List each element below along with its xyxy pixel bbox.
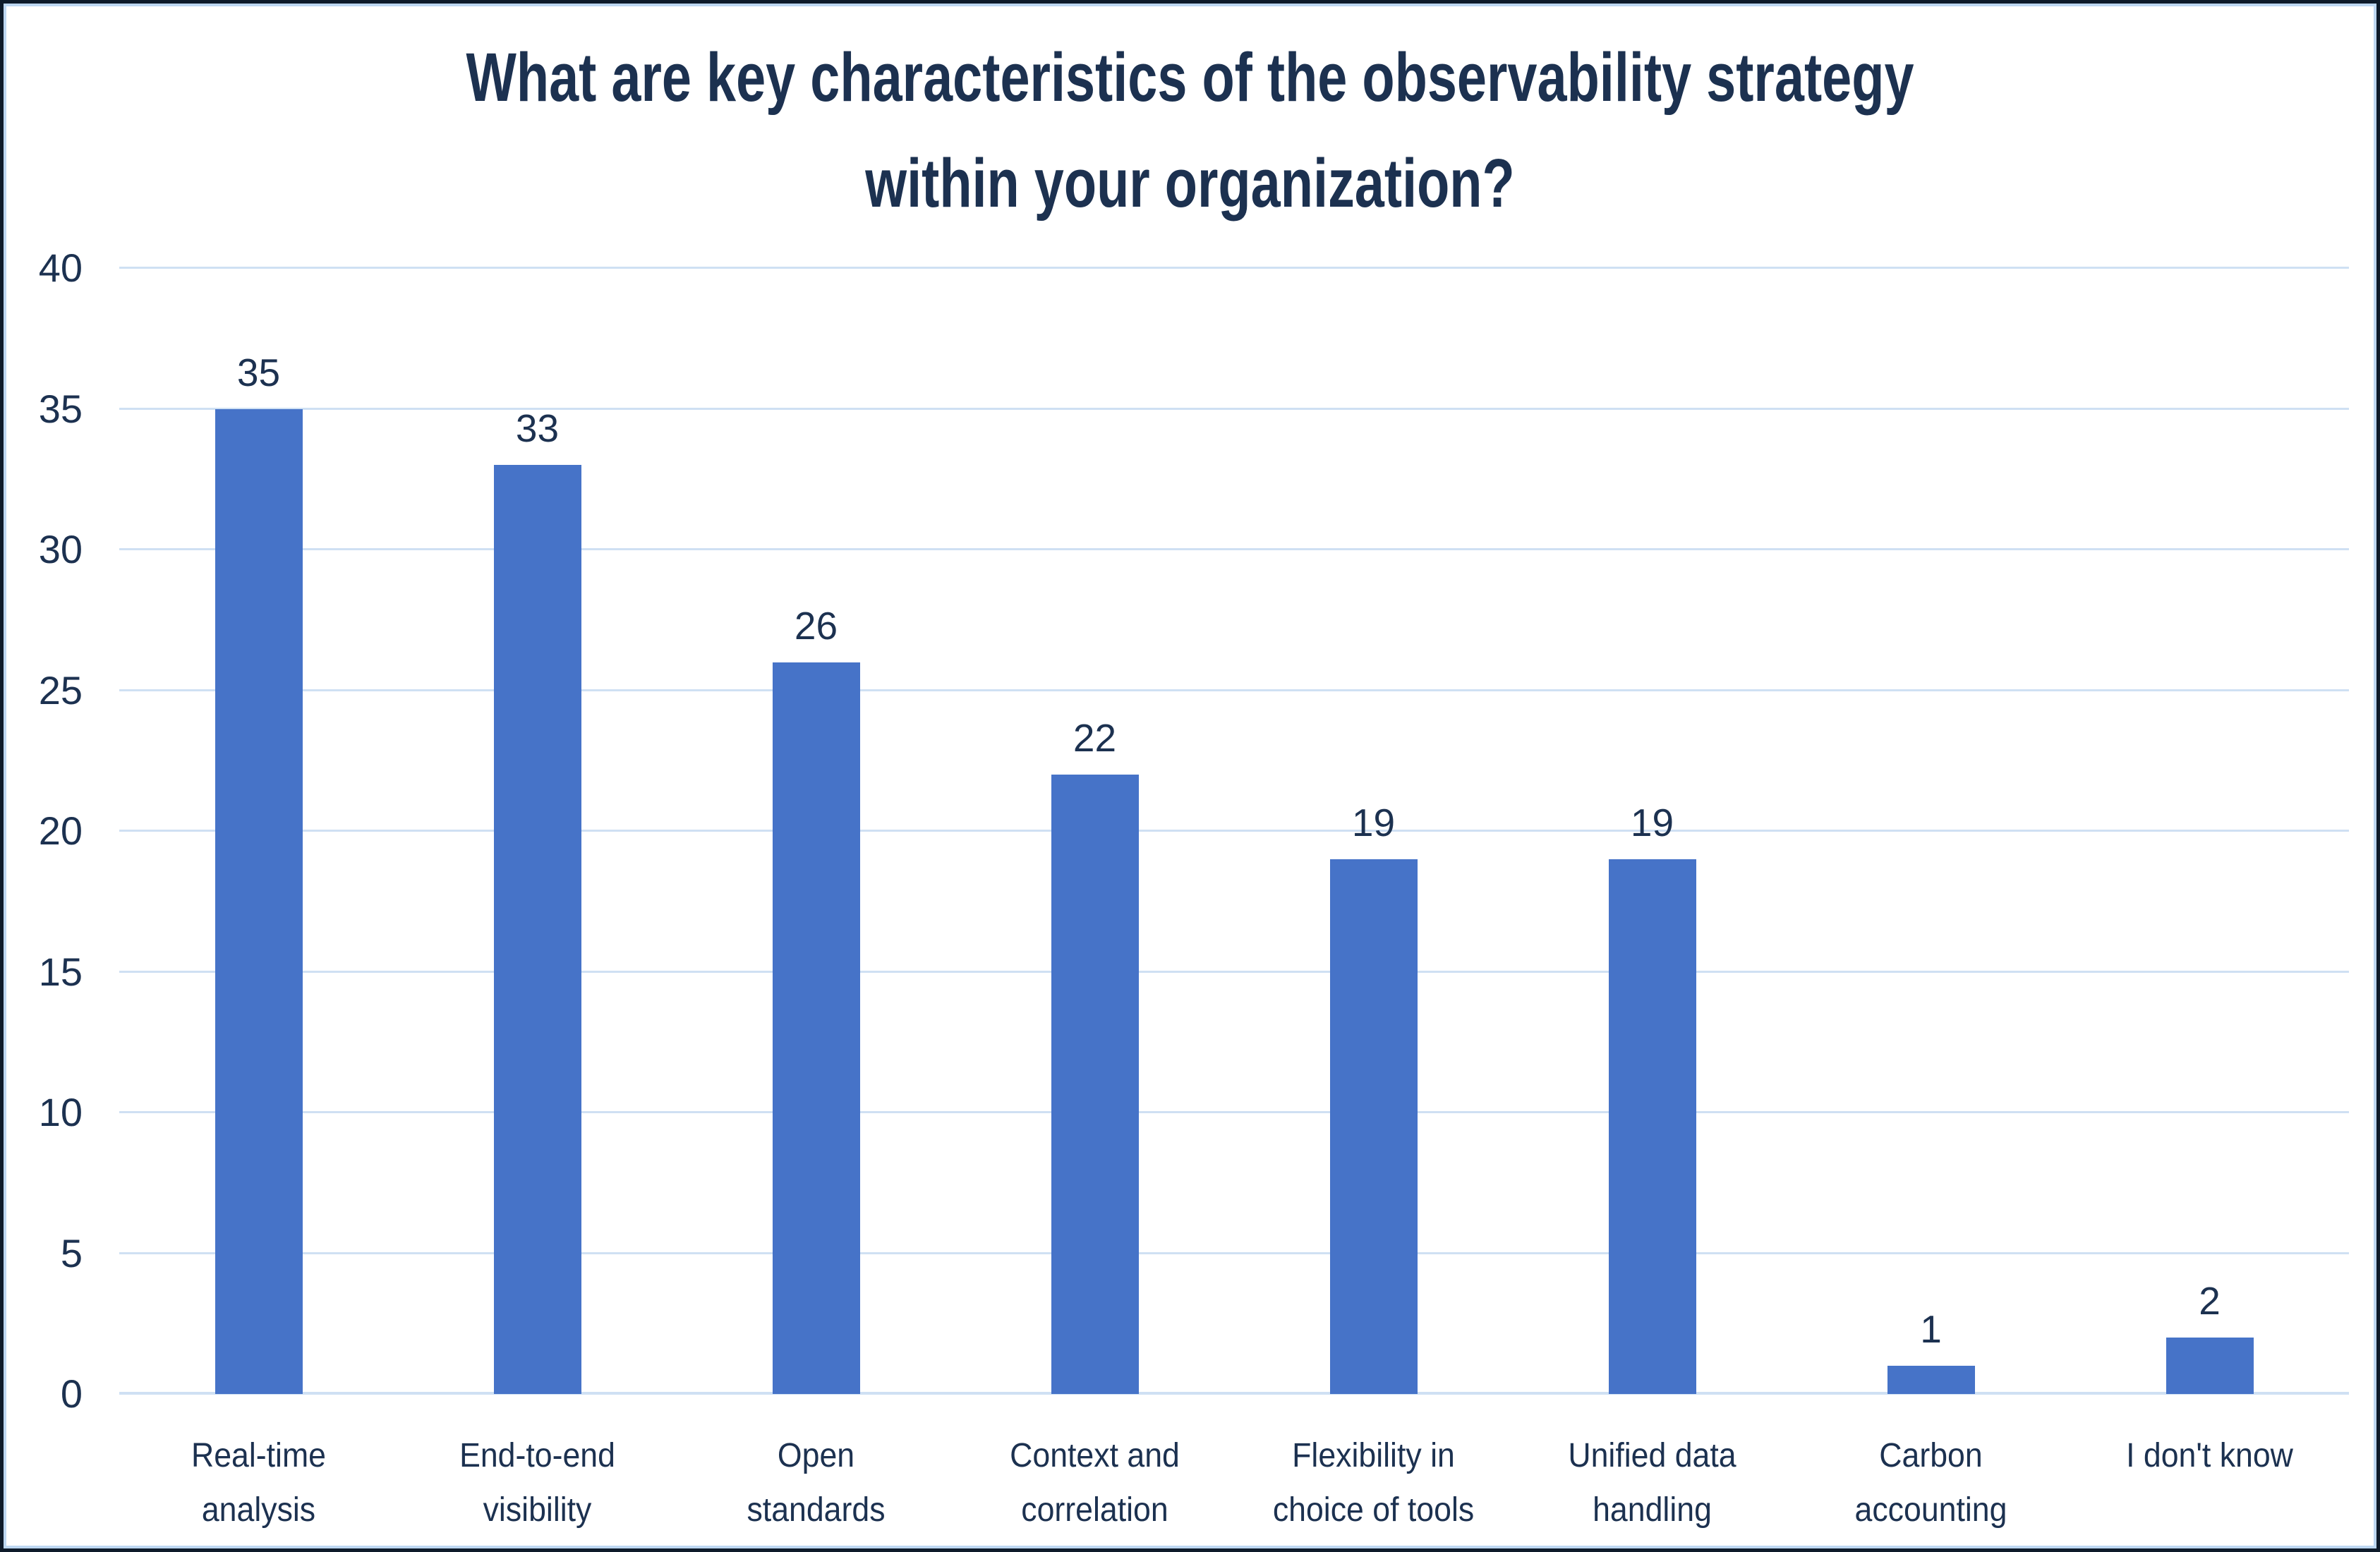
x-axis-category-label-line: standards	[747, 1491, 886, 1529]
x-axis-category-label: Context and correlation	[965, 1429, 1224, 1537]
x-axis-category-label-line: I don't know	[2126, 1437, 2293, 1474]
x-axis-line	[119, 1392, 2349, 1395]
bar-value-label: 22	[1073, 716, 1117, 760]
bar-slot: 19	[1513, 268, 1792, 1394]
y-axis-tick-label: 35	[38, 386, 83, 431]
gridline	[119, 830, 2349, 832]
bar-slot: 2	[2070, 268, 2349, 1394]
bar	[1051, 775, 1139, 1394]
gridline	[119, 267, 2349, 269]
bar-slot: 33	[398, 268, 677, 1394]
chart-title: What are key characteristics of the obse…	[6, 25, 2374, 236]
y-axis-tick-label: 20	[38, 808, 83, 853]
plot-area: 35 33 26 22 19 19 1 2	[119, 267, 2349, 1395]
bar-slot: 1	[1792, 268, 2070, 1394]
gridline	[119, 407, 2349, 410]
bar-slot: 26	[677, 268, 955, 1394]
bar-value-label: 26	[794, 603, 838, 648]
gridline	[119, 548, 2349, 550]
y-axis-tick-label: 10	[38, 1090, 83, 1134]
bar-value-label: 35	[236, 350, 281, 394]
x-axis-category-label-line: Carbon	[1879, 1437, 1983, 1474]
gridline	[119, 1251, 2349, 1254]
bar-value-label: 19	[1630, 800, 1674, 844]
bar-value-label: 19	[1351, 800, 1396, 844]
x-axis-category-label: Open standards	[687, 1429, 946, 1537]
x-axis-category-label: Carbon accounting	[1801, 1429, 2060, 1537]
bar	[772, 662, 860, 1394]
bar	[1887, 1366, 1975, 1394]
x-axis-category-label-line: Flexibility in	[1292, 1437, 1455, 1474]
bar-value-label: 1	[1920, 1307, 1942, 1352]
y-axis-tick-label: 5	[60, 1230, 83, 1275]
x-axis-category-label-line: analysis	[201, 1491, 316, 1529]
chart-inner-border: What are key characteristics of the obse…	[4, 4, 2376, 1548]
y-axis-tick-label: 30	[38, 527, 83, 571]
bar	[1608, 859, 1696, 1394]
x-axis-category-label: End-to-end visibility	[408, 1429, 667, 1537]
x-axis-category-label: Real-time analysis	[129, 1429, 388, 1537]
chart-title-line-1: What are key characteristics of the obse…	[466, 39, 1914, 116]
bar-value-label: 33	[515, 406, 560, 451]
x-axis-category-label-line: Context and	[1010, 1437, 1180, 1474]
bar-slot: 22	[955, 268, 1234, 1394]
x-axis-category-label-line: Open	[777, 1437, 855, 1474]
gridline	[119, 1111, 2349, 1113]
gridline	[119, 970, 2349, 973]
bar	[215, 408, 303, 1394]
x-axis-category-label-line: accounting	[1854, 1491, 2007, 1529]
y-axis-tick-label: 40	[38, 245, 83, 290]
y-axis-tick-label: 15	[38, 949, 83, 994]
bar	[493, 465, 581, 1394]
bar-slot: 35	[119, 268, 398, 1394]
x-axis-category-label: Flexibility in choice of tools	[1244, 1429, 1503, 1537]
bar	[2165, 1338, 2254, 1394]
gridline	[119, 689, 2349, 691]
bar-value-label: 2	[2199, 1279, 2221, 1323]
x-axis-category-label: I don't know	[2080, 1429, 2339, 1483]
x-axis-category-label: Unified data handling	[1523, 1429, 1782, 1537]
bar-slot: 19	[1234, 268, 1513, 1394]
x-axis-category-label-line: Unified data	[1568, 1437, 1736, 1474]
bar	[1329, 859, 1418, 1394]
chart-title-line-2: within your organization?	[865, 145, 1515, 222]
x-axis-category-label-line: Real-time	[191, 1437, 326, 1474]
x-axis-category-label-line: End-to-end	[459, 1437, 615, 1474]
x-axis-category-label-line: choice of tools	[1272, 1491, 1475, 1529]
y-axis-tick-labels: 0 5 10 15 20 25 30 35 40	[6, 248, 83, 1414]
x-axis-category-label-line: handling	[1593, 1491, 1712, 1529]
x-axis-category-label-line: visibility	[483, 1491, 592, 1529]
y-axis-tick-label: 25	[38, 667, 83, 713]
x-axis-category-labels: Real-time analysis End-to-end visibility Ope…	[119, 1429, 2349, 1548]
x-axis-category-label-line: correlation	[1021, 1491, 1168, 1529]
y-axis-tick-label: 0	[60, 1371, 83, 1416]
